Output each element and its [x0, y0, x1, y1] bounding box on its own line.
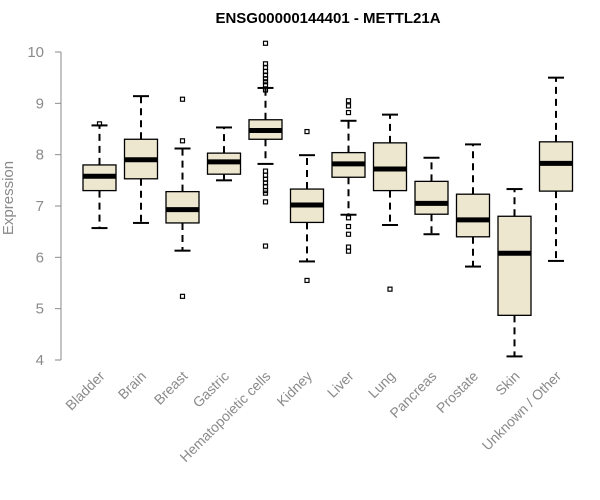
y-axis: 4 5 6 7 8 9 10 [27, 44, 62, 369]
outlier-point [262, 243, 269, 249]
outlier-point [262, 172, 269, 178]
outlier-point [262, 168, 269, 174]
outlier-point [345, 248, 352, 254]
outlier-point [345, 223, 352, 230]
y-tick-label: 9 [36, 95, 44, 112]
outlier-point [179, 96, 186, 102]
outlier-point [345, 109, 352, 116]
box-5 [289, 128, 325, 284]
outlier-point [345, 103, 352, 109]
outlier-point [304, 277, 310, 284]
x-tick-label: Bladder [62, 368, 108, 414]
outlier-point [179, 293, 186, 299]
y-tick-label: 6 [36, 249, 44, 266]
box-3 [206, 126, 242, 182]
outlier-point [345, 215, 352, 221]
x-tick-label: Skin [492, 368, 523, 399]
y-tick-label: 5 [36, 301, 44, 318]
box-6 [331, 98, 366, 254]
outlier-point [345, 98, 352, 104]
x-tick-label: Brain [115, 368, 149, 402]
y-tick-label: 4 [36, 352, 44, 369]
outlier-point [345, 244, 352, 250]
outlier-point [345, 231, 352, 237]
x-tick-label: Breast [151, 368, 191, 408]
outlier-point [262, 79, 269, 85]
box-iqr [538, 141, 574, 192]
x-tick-label: Prostate [433, 368, 481, 416]
y-tick-label: 8 [36, 147, 44, 164]
outlier-point [262, 40, 269, 46]
outlier-point [262, 82, 269, 88]
outlier-point [262, 87, 269, 93]
box-7 [372, 113, 408, 292]
outlier-point [262, 190, 269, 196]
box-iqr [497, 215, 532, 316]
outlier-point [262, 76, 269, 82]
box-10 [497, 188, 532, 358]
y-axis-label: Expression [0, 161, 17, 235]
box-iqr [414, 180, 449, 215]
boxes-group [82, 40, 574, 358]
y-tick-label: 7 [36, 198, 44, 215]
y-tick-label: 10 [27, 44, 44, 61]
x-tick-label: Liver [324, 368, 357, 401]
outlier-point [387, 286, 393, 292]
outlier-point [262, 199, 269, 205]
outlier-point [96, 121, 103, 127]
box-0 [82, 121, 117, 230]
x-tick-label: Unknown / Other [479, 368, 565, 454]
box-iqr [455, 193, 491, 238]
x-tick-label: Kidney [274, 368, 316, 410]
box-4 [248, 40, 283, 249]
outlier-point [262, 64, 269, 71]
chart-title: ENSG00000144401 - METTL21A [215, 10, 440, 27]
x-tick-label: Lung [365, 368, 398, 401]
box-11 [538, 76, 574, 262]
box-2 [165, 96, 200, 299]
outlier-point [304, 128, 310, 135]
box-1 [123, 95, 159, 224]
box-8 [414, 156, 449, 236]
box-9 [455, 143, 491, 268]
outlier-point [179, 138, 186, 144]
